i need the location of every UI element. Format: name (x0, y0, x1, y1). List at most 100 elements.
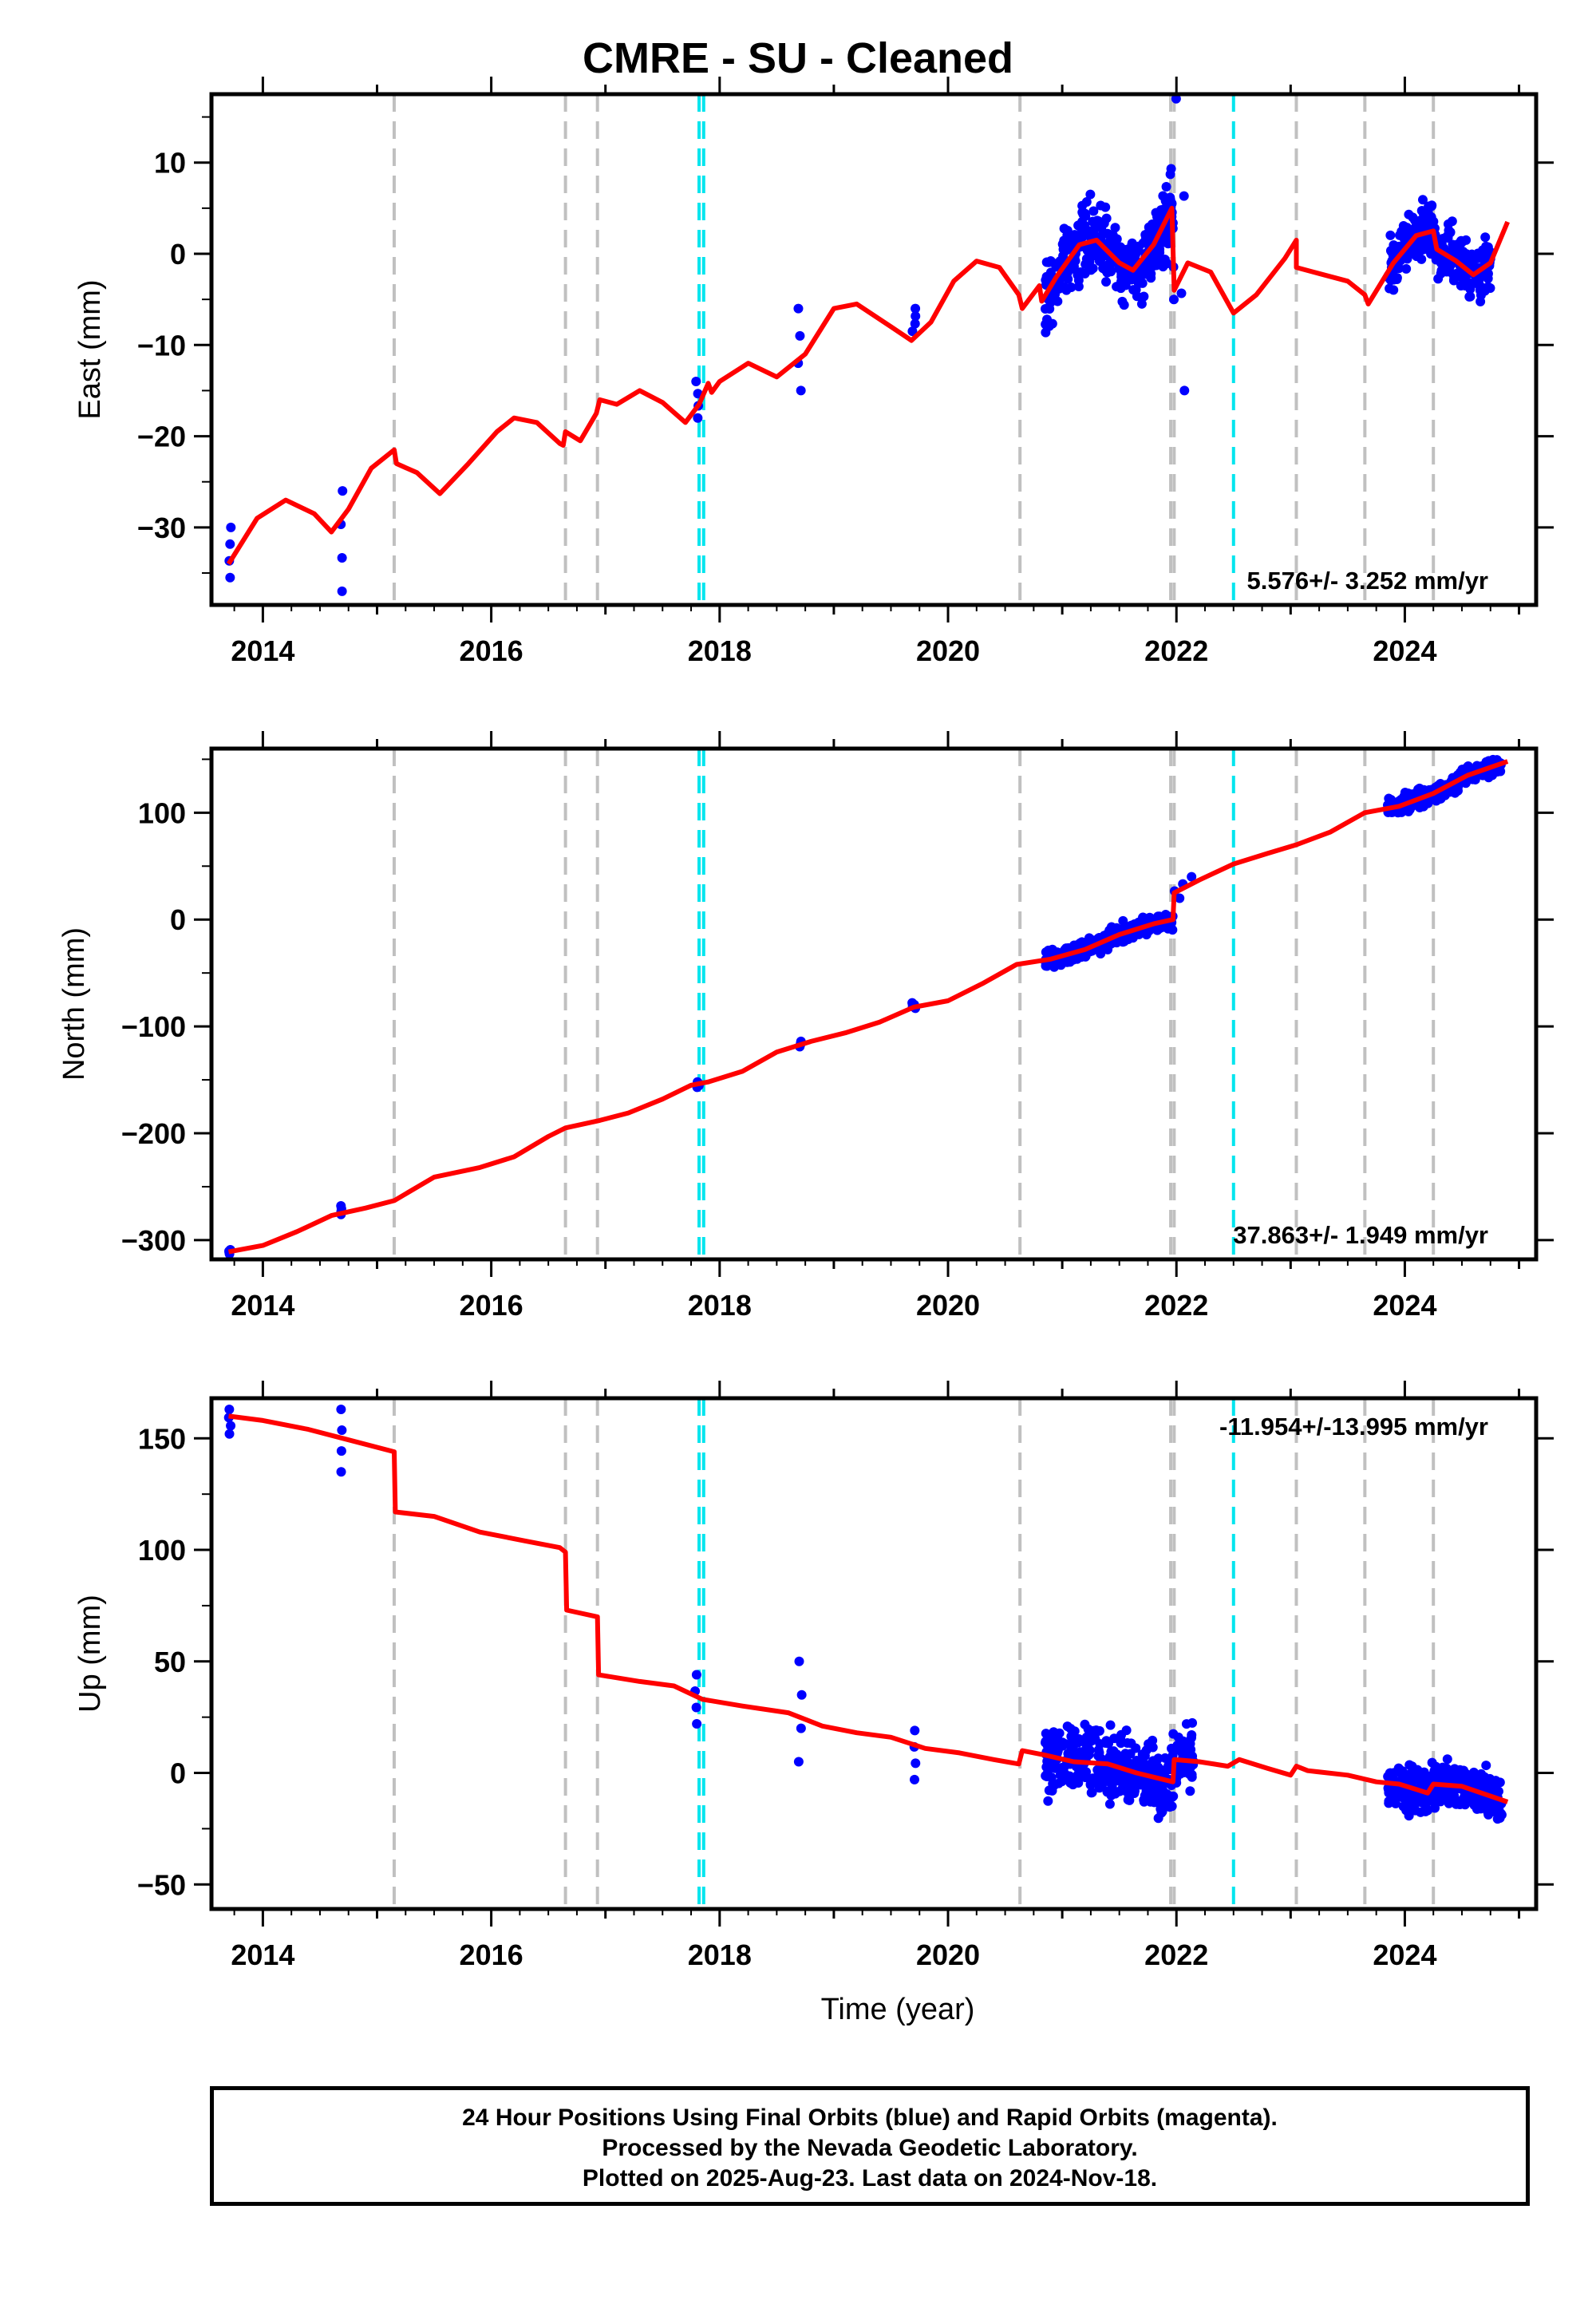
data-point (1468, 1779, 1479, 1789)
data-point (1121, 1725, 1132, 1736)
data-point (1445, 227, 1456, 237)
data-point (1468, 1772, 1479, 1782)
data-point (1061, 1739, 1071, 1749)
data-point (1096, 250, 1107, 260)
y-axis-label: North (mm) (57, 927, 91, 1081)
data-point (1144, 1739, 1154, 1749)
data-point (1385, 1768, 1395, 1778)
data-point (1161, 182, 1171, 192)
y-tick-label: 100 (138, 796, 186, 829)
plot-frame (209, 746, 1539, 1262)
data-point (226, 1421, 236, 1431)
data-point (1410, 1771, 1420, 1781)
plot-frame (209, 1396, 1539, 1911)
x-tick-label: 2018 (688, 1289, 752, 1322)
data-point (1108, 230, 1118, 240)
data-point (1436, 268, 1446, 279)
data-point (1151, 207, 1161, 218)
y-tick-label: 150 (138, 1422, 186, 1455)
data-point (1077, 200, 1088, 211)
data-point (1452, 239, 1463, 250)
data-point (1448, 1792, 1459, 1802)
y-tick-label: −30 (137, 512, 186, 544)
data-point (337, 586, 347, 596)
data-point (1442, 1754, 1452, 1765)
data-point (1104, 1799, 1115, 1809)
data-point (1065, 263, 1076, 274)
data-point (1460, 778, 1471, 788)
data-point (1062, 1721, 1073, 1732)
data-point (1043, 1796, 1053, 1806)
data-point (1385, 283, 1395, 294)
data-point (1456, 280, 1466, 290)
data-point (1140, 231, 1151, 242)
data-point (1490, 1800, 1500, 1811)
data-point (336, 1446, 346, 1456)
data-point (1099, 218, 1109, 228)
data-point (1187, 871, 1197, 882)
data-point (1148, 261, 1159, 271)
data-point (1435, 1792, 1445, 1803)
data-point (1062, 239, 1073, 249)
data-point (1065, 1771, 1075, 1781)
data-point (1171, 94, 1181, 104)
y-tick-label: 50 (154, 1646, 186, 1678)
data-point (1080, 1719, 1090, 1729)
data-point (1084, 263, 1095, 273)
data-point (1482, 249, 1492, 259)
data-point (1073, 1737, 1083, 1748)
data-point (911, 311, 921, 322)
data-point (1427, 1796, 1437, 1806)
data-point (1144, 1760, 1155, 1770)
data-point (1430, 1803, 1440, 1813)
data-point (1085, 1779, 1096, 1789)
y-tick-label: 0 (170, 1757, 186, 1790)
data-point (1041, 327, 1051, 338)
x-axis-label: Time (year) (821, 1993, 975, 2026)
data-point (1131, 1743, 1141, 1753)
data-point (1392, 1790, 1402, 1800)
x-tick-label: 2022 (1144, 1289, 1208, 1322)
data-point (1069, 1726, 1080, 1737)
data-point (1479, 286, 1490, 296)
data-point (1052, 259, 1062, 269)
data-point (1041, 961, 1051, 971)
data-point (1181, 1719, 1191, 1729)
data-point (1050, 1746, 1061, 1757)
data-point (1436, 258, 1446, 268)
data-point (1107, 1780, 1117, 1791)
data-point (1450, 786, 1460, 796)
data-point (1416, 254, 1427, 264)
y-tick-label: 0 (170, 238, 186, 271)
data-point (1105, 1720, 1116, 1730)
data-point (1048, 1779, 1058, 1789)
y-tick-label: 100 (138, 1534, 186, 1567)
data-point (1136, 298, 1147, 309)
data-point (1124, 1795, 1135, 1805)
footer-line-1: 24 Hour Positions Using Final Orbits (bl… (462, 2105, 1278, 2131)
data-point (1385, 246, 1396, 256)
data-point (1139, 291, 1149, 302)
x-tick-label: 2014 (231, 1939, 294, 1971)
data-point (1100, 202, 1111, 212)
data-point (1134, 1775, 1144, 1785)
data-point (1185, 1745, 1195, 1755)
model-fit-line (227, 759, 1509, 1255)
data-point (1134, 278, 1144, 288)
data-point (692, 1719, 702, 1729)
data-point (1417, 195, 1428, 205)
data-point (336, 1201, 346, 1211)
data-point (225, 539, 235, 549)
data-point (1179, 191, 1189, 201)
data-point (1119, 300, 1129, 310)
x-tick-label: 2016 (460, 1939, 523, 1971)
data-point (1078, 209, 1088, 219)
data-point (1409, 249, 1420, 259)
data-point (1408, 1801, 1419, 1812)
data-point (1062, 225, 1073, 235)
data-point (1073, 1769, 1083, 1780)
data-point (1088, 1734, 1098, 1745)
data-point (1419, 1767, 1429, 1777)
data-point (1393, 1763, 1404, 1773)
data-point (1463, 761, 1473, 771)
